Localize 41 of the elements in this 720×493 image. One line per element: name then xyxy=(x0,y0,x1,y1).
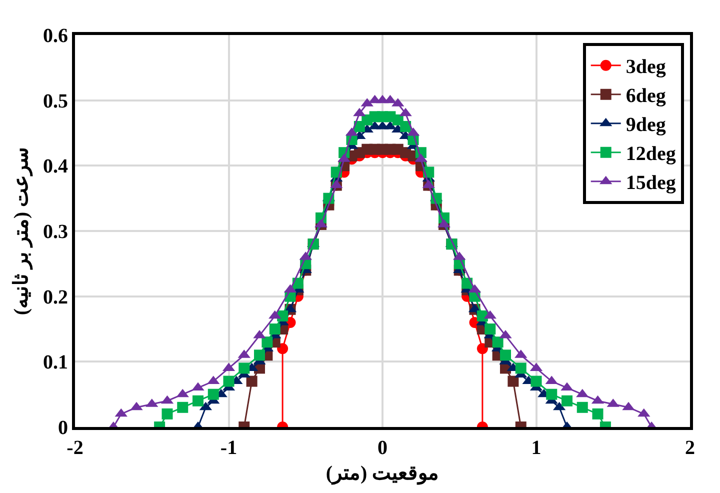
point xyxy=(223,376,234,387)
point xyxy=(254,350,265,361)
y-tick-label: 0 xyxy=(58,417,68,439)
legend-label: 15deg xyxy=(626,172,676,194)
point xyxy=(177,402,188,413)
point xyxy=(400,120,412,132)
x-tick-label: -1 xyxy=(220,437,238,459)
point xyxy=(592,408,604,420)
point xyxy=(246,376,258,387)
y-tick-label: 0.6 xyxy=(43,25,68,47)
point xyxy=(530,376,542,387)
point xyxy=(546,388,558,400)
x-tick-label: 0 xyxy=(378,437,388,459)
legend-label: 3deg xyxy=(626,56,666,78)
point xyxy=(208,388,219,400)
point xyxy=(576,402,588,413)
point xyxy=(562,395,572,406)
legend-label: 9deg xyxy=(626,114,666,136)
y-tick-label: 0.1 xyxy=(43,352,68,374)
point xyxy=(269,324,280,334)
x-tick-label: -2 xyxy=(66,437,84,459)
y-tick-label: 0.5 xyxy=(43,90,68,112)
point xyxy=(262,336,273,348)
point xyxy=(484,324,496,334)
y-tick-label: 0.2 xyxy=(43,286,68,308)
x-axis-title: موقعیت (متر) xyxy=(326,462,440,486)
point xyxy=(515,362,526,374)
y-axis-title: سرعت (متر بر ثانیه) xyxy=(10,146,34,316)
point xyxy=(162,408,173,420)
x-tick-label: 2 xyxy=(685,437,695,459)
point xyxy=(508,376,519,387)
point xyxy=(476,343,488,354)
point xyxy=(492,336,504,348)
x-tick-label: 1 xyxy=(531,437,542,459)
y-tick-label: 0.4 xyxy=(43,156,68,178)
point xyxy=(500,350,511,361)
point xyxy=(238,362,250,374)
legend-label: 12deg xyxy=(626,143,676,166)
legend-label: 6deg xyxy=(626,85,666,108)
y-tick-label: 0.3 xyxy=(43,221,68,243)
point xyxy=(192,395,204,406)
